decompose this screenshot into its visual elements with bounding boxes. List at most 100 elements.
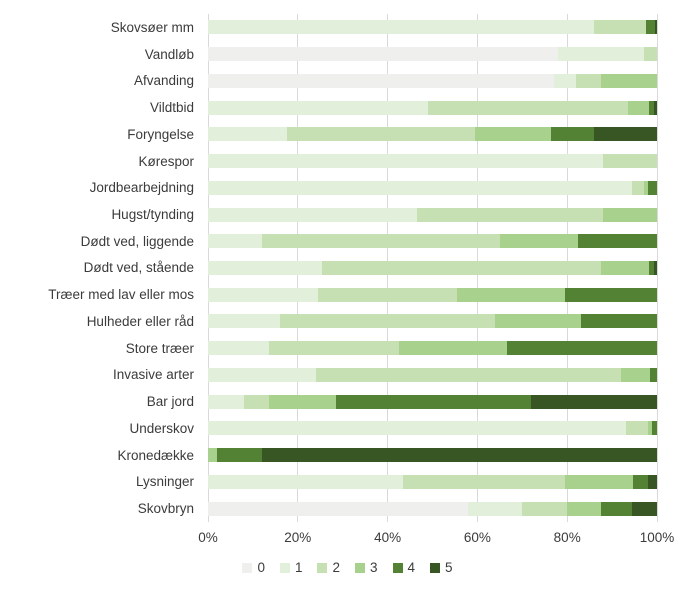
bar-segment-4 (564, 287, 657, 302)
legend-label: 3 (370, 560, 378, 575)
bar-row (208, 362, 657, 389)
bar-segment-0 (208, 73, 554, 88)
bar-segment-0 (208, 501, 469, 516)
bar-segment-2 (416, 207, 604, 222)
bar-row (208, 41, 657, 68)
legend: 0 1 2 3 4 5 (0, 560, 695, 575)
bar-segment-3 (457, 287, 565, 302)
category-label: Vildtbid (149, 100, 194, 116)
bar-segment-2 (632, 180, 644, 195)
legend-item-4: 4 (392, 560, 416, 575)
bar-row (208, 201, 657, 228)
legend-swatch-4 (392, 562, 403, 573)
stacked-bar (208, 260, 657, 275)
bar-segment-5 (632, 501, 657, 516)
bar-segment-2 (403, 474, 565, 489)
bar-segment-4 (652, 421, 657, 436)
bar-segment-2 (576, 73, 601, 88)
plot-area (207, 14, 658, 522)
bar-rows (208, 14, 657, 522)
bar-segment-1 (558, 47, 644, 62)
bar-segment-2 (643, 47, 657, 62)
bar-segment-5 (261, 448, 657, 463)
bar-segment-3 (398, 341, 507, 356)
bar-segment-3 (603, 207, 657, 222)
stacked-bar (208, 287, 657, 302)
category-label: Dødt ved, stående (83, 260, 194, 276)
category-label: Træer med lav eller mos (48, 287, 194, 303)
bar-segment-4 (645, 20, 655, 35)
bar-segment-3 (643, 180, 648, 195)
legend-swatch-0 (242, 562, 253, 573)
stacked-bar (208, 341, 657, 356)
bar-row (208, 442, 657, 469)
bar-segment-3 (600, 260, 649, 275)
bar-segment-4 (648, 260, 654, 275)
legend-label: 4 (407, 560, 416, 575)
bar-row (208, 308, 657, 335)
bar-row (208, 121, 657, 148)
bar-segment-2 (625, 421, 648, 436)
bar-segment-1 (208, 127, 287, 142)
bar-segment-1 (208, 341, 269, 356)
stacked-bar (208, 100, 657, 115)
bar-segment-3 (648, 421, 653, 436)
category-label: Foryngelse (127, 126, 194, 142)
bar-segment-1 (468, 501, 523, 516)
bar-segment-3 (475, 127, 552, 142)
bar-segment-2 (318, 287, 458, 302)
bar-segment-1 (553, 73, 577, 88)
bar-segment-4 (650, 367, 657, 382)
bar-segment-2 (279, 314, 496, 329)
stacked-bar (208, 154, 657, 169)
bar-segment-2 (594, 20, 646, 35)
bar-segment-0 (208, 47, 559, 62)
bar-segment-1 (208, 421, 626, 436)
stacked-bar (208, 448, 657, 463)
bar-row (208, 228, 657, 255)
category-label: Afvanding (133, 73, 194, 89)
bar-segment-3 (495, 314, 581, 329)
legend-swatch-1 (279, 562, 290, 573)
bar-segment-3 (564, 474, 634, 489)
x-tick-label: 100% (639, 530, 675, 545)
bar-segment-1 (208, 234, 262, 249)
x-tick-label: 0% (198, 530, 218, 545)
stacked-bar (208, 394, 657, 409)
legend-swatch-5 (430, 562, 441, 573)
bar-segment-3 (268, 394, 336, 409)
bar-segment-1 (208, 394, 244, 409)
category-label: Kronedække (117, 447, 194, 463)
bar-row (208, 67, 657, 94)
category-label: Invasive arter (112, 367, 194, 383)
x-tick-label: 20% (284, 530, 312, 545)
bar-segment-4 (600, 501, 633, 516)
bar-segment-1 (208, 20, 595, 35)
bar-segment-2 (268, 341, 399, 356)
stacked-bar (208, 20, 657, 35)
bar-segment-2 (428, 100, 628, 115)
x-tick-label: 40% (374, 530, 402, 545)
stacked-bar (208, 234, 657, 249)
bar-segment-4 (633, 474, 648, 489)
stacked-bar (208, 47, 657, 62)
legend-item-1: 1 (279, 560, 302, 575)
bar-segment-4 (335, 394, 532, 409)
stacked-bar (208, 501, 657, 516)
bar-segment-5 (653, 260, 657, 275)
bar-segment-3 (621, 367, 651, 382)
bar-segment-4 (551, 127, 595, 142)
stacked-bar (208, 474, 657, 489)
bar-segment-3 (499, 234, 579, 249)
legend-label: 0 (257, 560, 265, 575)
bar-segment-5 (647, 474, 657, 489)
x-tick-label: 60% (463, 530, 491, 545)
category-label: Kørespor (138, 153, 194, 169)
bar-row (208, 148, 657, 175)
bar-segment-4 (506, 341, 657, 356)
legend-swatch-3 (355, 562, 365, 573)
bar-segment-3 (567, 501, 601, 516)
bar-segment-1 (208, 474, 404, 489)
bar-segment-4 (578, 234, 657, 249)
